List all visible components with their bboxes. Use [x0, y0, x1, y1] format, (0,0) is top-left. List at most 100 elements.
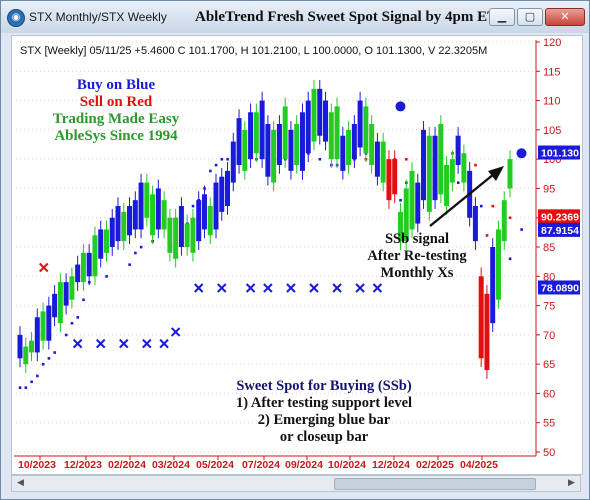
price-bar — [219, 176, 225, 212]
price-bar — [196, 200, 202, 242]
chart-heading: AbleTrend Fresh Sweet Spot Signal by 4pm… — [195, 9, 498, 25]
price-bar — [40, 311, 46, 341]
y-axis: 50556065707580859095100105110115120 — [536, 37, 561, 459]
blue-dot — [520, 228, 523, 231]
price-bar — [69, 276, 75, 300]
price-bar — [29, 340, 35, 353]
price-bar — [328, 112, 334, 160]
price-bar — [207, 206, 213, 236]
signal-dot — [516, 148, 527, 159]
x-tick-label: 10/2024 — [328, 459, 366, 471]
window-title: STX Monthly/STX Weekly — [29, 10, 167, 24]
red-dot — [405, 157, 408, 161]
price-bar — [225, 170, 231, 206]
app-icon[interactable]: ◉ — [7, 9, 25, 27]
price-bar — [311, 88, 317, 142]
price-tag-label: 87.9154 — [541, 225, 579, 237]
blue-dot — [139, 245, 143, 249]
y-tick-label: 70 — [543, 330, 555, 342]
scroll-right-arrow-icon[interactable]: ▶ — [568, 478, 575, 488]
blue-dot — [456, 181, 460, 184]
blue-dot — [76, 316, 80, 319]
price-bar — [495, 229, 501, 300]
price-bar — [144, 182, 150, 218]
title-bar[interactable]: ◉ STX Monthly/STX Weekly AbleTrend Fresh… — [1, 1, 589, 33]
x-stroke — [309, 283, 319, 293]
red-x-marker — [39, 262, 49, 273]
y-tick-label: 65 — [543, 359, 555, 371]
price-bar — [190, 217, 196, 253]
price-bar — [75, 264, 81, 283]
price-bar — [340, 135, 346, 171]
price-bar — [472, 206, 478, 242]
y-tick-label: 105 — [543, 125, 561, 137]
maximize-button[interactable]: ▢ — [517, 8, 543, 26]
chart-panel[interactable]: 50556065707580859095100105110115120 10/2… — [11, 35, 583, 475]
price-bar — [403, 188, 409, 242]
x-stroke — [372, 283, 383, 293]
sweet-spot-item-1: 1) After testing support level — [236, 395, 412, 411]
blue-dot — [41, 362, 45, 366]
price-tag-label: 78.0890 — [541, 282, 579, 294]
price-bar — [121, 211, 127, 242]
blue-dot — [24, 386, 28, 389]
x-axis: 10/2023 12/2023 02/2024 03/2024 05/2024 07/20… — [18, 456, 498, 471]
price-bar — [265, 124, 271, 177]
close-button[interactable]: ✕ — [545, 8, 585, 26]
y-tick-label: 85 — [543, 242, 555, 254]
price-bar — [455, 135, 461, 165]
price-bar — [449, 159, 455, 183]
blue-dot — [30, 380, 33, 384]
y-tick-label: 80 — [543, 271, 555, 283]
horizontal-scrollbar[interactable]: ◀ ▶ — [11, 475, 581, 492]
blue-x-marker — [95, 338, 106, 349]
price-bar — [178, 206, 184, 247]
slogan-easy: Trading Made Easy — [53, 111, 180, 127]
price-bar — [92, 235, 98, 277]
price-bar — [34, 317, 40, 353]
price-bar — [397, 211, 403, 242]
red-dot — [508, 216, 512, 220]
blue-x-marker — [355, 283, 365, 293]
price-bar — [369, 124, 375, 165]
price-bar — [363, 106, 369, 154]
y-tick-label: 120 — [543, 37, 561, 49]
price-bar — [17, 334, 23, 359]
price-bar — [86, 252, 92, 277]
sweet-spot-item-2: 2) Emerging blue bar — [258, 412, 391, 428]
price-bar — [317, 88, 323, 136]
red-dot — [474, 163, 477, 167]
price-bar — [380, 141, 386, 183]
price-bar — [184, 223, 190, 247]
price-chart[interactable]: 50556065707580859095100105110115120 10/2… — [12, 36, 582, 474]
price-bar — [357, 100, 363, 148]
price-bar — [501, 200, 507, 242]
red-dot — [491, 204, 495, 208]
x-tick-label: 05/2024 — [196, 459, 234, 471]
price-bar — [276, 124, 282, 165]
ssb-arrow-head — [488, 166, 504, 181]
price-tags: 101.130 90.2369 87.9154 78.0890 — [538, 145, 580, 295]
scroll-left-arrow-icon[interactable]: ◀ — [17, 478, 24, 488]
blue-x-marker — [332, 283, 342, 293]
minimize-button[interactable]: ▁ — [489, 8, 515, 26]
blue-x-marker — [72, 338, 83, 349]
price-bar — [236, 118, 242, 165]
blue-x-marker — [142, 338, 152, 349]
x-stroke — [39, 262, 49, 273]
price-bar — [490, 247, 496, 324]
y-tick-label: 75 — [543, 301, 555, 313]
price-bar — [432, 135, 438, 201]
blue-x-marker — [286, 283, 296, 293]
scroll-thumb[interactable] — [334, 478, 536, 490]
blue-dot — [209, 169, 212, 173]
price-bar — [46, 305, 52, 341]
blue-x-marker — [263, 283, 273, 293]
price-bar — [259, 100, 265, 160]
y-tick-label: 60 — [543, 388, 555, 400]
blue-x-marker — [193, 283, 204, 293]
info-line: STX [Weekly] 05/11/25 +5.4600 C 101.1700… — [20, 45, 487, 57]
slogan-since: AbleSys Since 1994 — [54, 128, 178, 144]
blue-x-marker — [217, 283, 227, 293]
